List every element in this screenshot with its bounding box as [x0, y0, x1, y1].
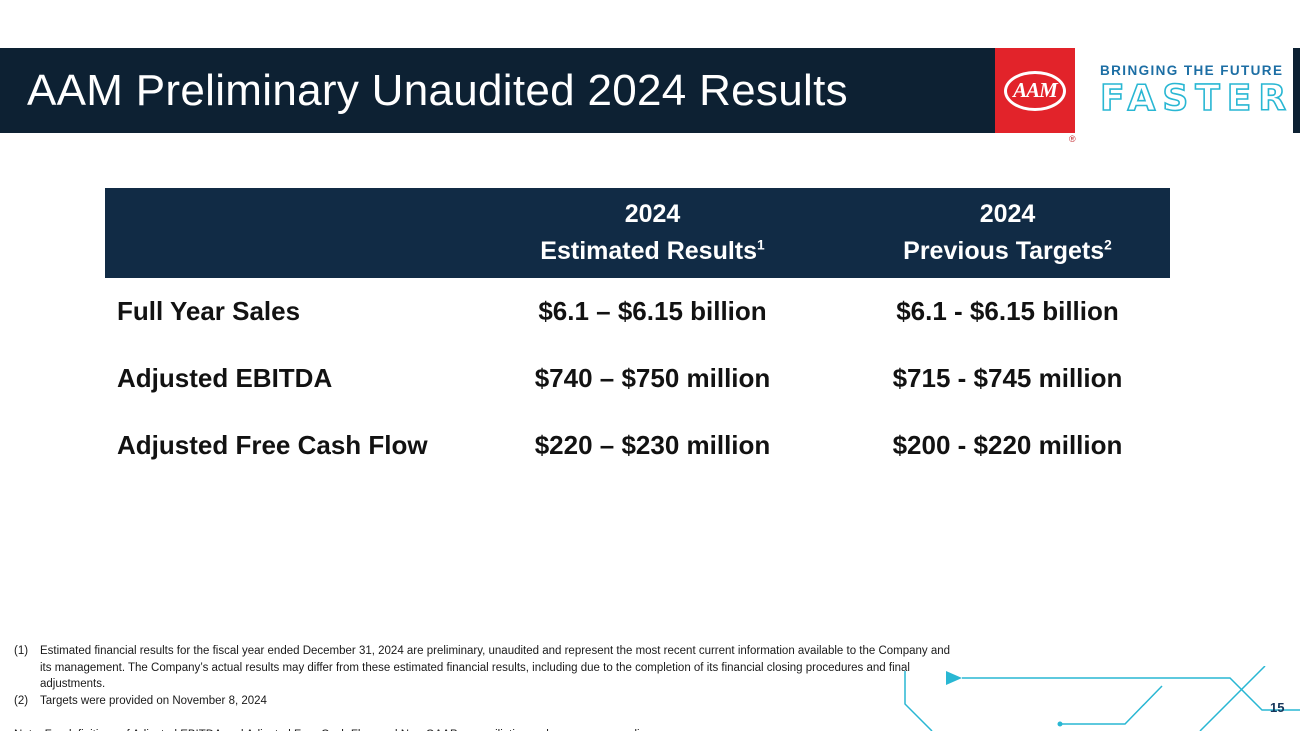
footnote-ref-1: 1	[757, 237, 765, 253]
cell-previous-value: $200 - $220 million	[892, 430, 1123, 460]
footnote-number: (2)	[14, 695, 29, 708]
page-number: 15	[1270, 700, 1285, 715]
cell-estimated-value: $6.1 – $6.15 billion	[538, 296, 767, 326]
table-header-row: 2024 Estimated Results1 2024 Previous Ta…	[105, 188, 1170, 278]
col-header-estimated: 2024 Estimated Results1	[460, 188, 845, 278]
table-header-empty-cell	[105, 188, 460, 278]
header-bar: AAM Preliminary Unaudited 2024 Results	[0, 48, 995, 133]
footnote-ref-2: 2	[1104, 237, 1112, 253]
tagline-faster: FASTER	[1099, 78, 1294, 119]
col-header-estimated-text: Estimated Results	[540, 237, 758, 265]
footnote-number: (1)	[14, 645, 29, 657]
aam-logo-oval: AAM	[1004, 70, 1066, 111]
footnote-item: (2) Targets were provided on November 8,…	[14, 693, 952, 710]
footnote-item: (1) Estimated financial results for the …	[14, 643, 952, 693]
cell-estimated-value: $740 – $750 million	[534, 363, 771, 393]
col-header-previous-year: 2024	[979, 199, 1036, 228]
table-row: Full Year Sales $6.1 – $6.15 billion $6.…	[105, 278, 1170, 345]
cell-estimated-value: $220 – $230 million	[534, 430, 771, 460]
brand-tagline: BRINGING THE FUTURE FASTER	[1099, 63, 1294, 119]
footnotes: (1) Estimated financial results for the …	[14, 643, 952, 731]
table-row: Adjusted Free Cash Flow $220 – $230 mill…	[105, 412, 1170, 479]
tagline-bringing-the-future: BRINGING THE FUTURE	[1100, 63, 1284, 78]
col-header-estimated-label: Estimated Results1	[540, 233, 764, 271]
row-label: Full Year Sales	[117, 296, 301, 326]
appendix-note: Note: For definitions of Adjusted EBITDA…	[14, 727, 952, 731]
cell-previous-value: $715 - $745 million	[892, 363, 1123, 393]
aam-logo-text: AAM	[1013, 78, 1058, 102]
footnote-text: Estimated financial results for the fisc…	[40, 645, 951, 691]
col-header-previous-text: Previous Targets	[903, 237, 1105, 265]
col-header-previous: 2024 Previous Targets2	[845, 188, 1170, 278]
page-title: AAM Preliminary Unaudited 2024 Results	[27, 65, 848, 115]
header-bar-right-edge	[1293, 48, 1300, 133]
footnote-text: Targets were provided on November 8, 202…	[40, 695, 267, 708]
row-label: Adjusted Free Cash Flow	[117, 430, 428, 460]
row-label: Adjusted EBITDA	[117, 363, 333, 393]
aam-logo-icon: AAM	[995, 48, 1075, 133]
col-header-estimated-year: 2024	[624, 199, 681, 228]
col-header-previous-label: Previous Targets2	[903, 233, 1112, 271]
cell-previous-value: $6.1 - $6.15 billion	[896, 296, 1119, 326]
registered-trademark-icon: ®	[1069, 134, 1076, 144]
table-row: Adjusted EBITDA $740 – $750 million $715…	[105, 345, 1170, 412]
circuit-lines-icon	[904, 666, 1300, 731]
results-table: 2024 Estimated Results1 2024 Previous Ta…	[105, 188, 1170, 479]
